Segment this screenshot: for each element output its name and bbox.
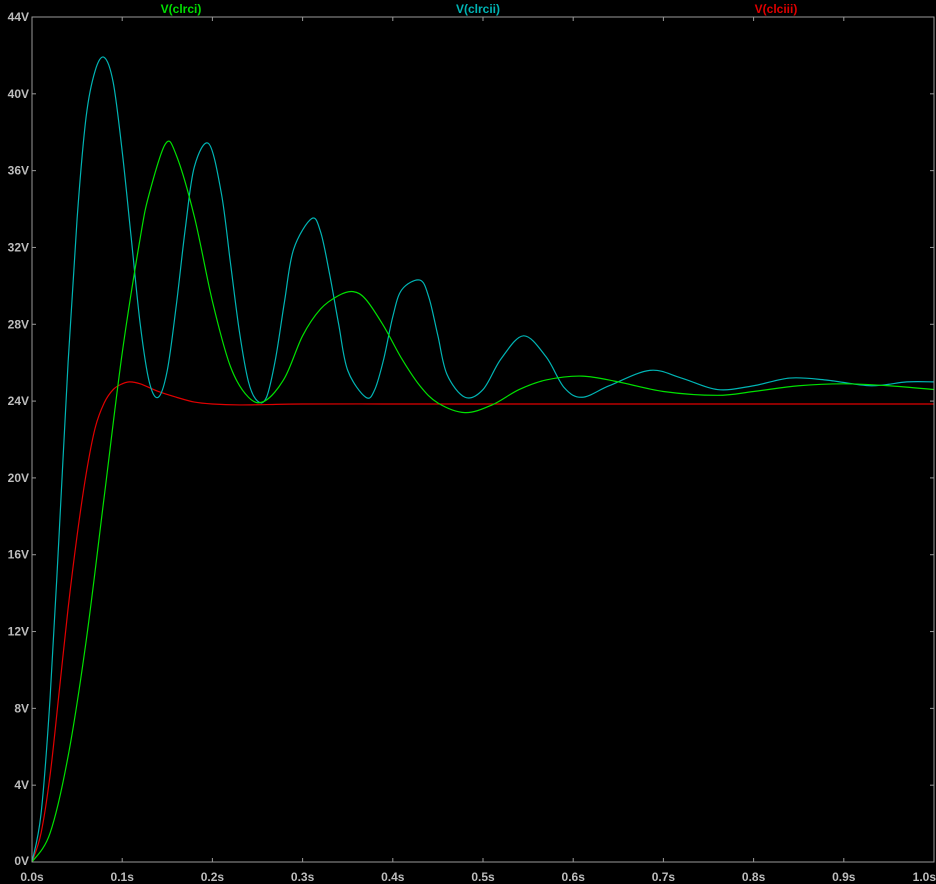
y-tick-label: 12V [8,625,29,639]
x-tick-label: 0.4s [381,870,405,884]
trace-vclrcii [31,56,935,863]
y-tick-label: 44V [8,10,29,24]
y-tick-label: 4V [14,778,29,792]
y-tick-label: 32V [8,240,29,254]
x-tick-label: 0.1s [111,870,135,884]
x-axis: 0.0s 0.1s 0.2s 0.3s 0.4s 0.5s 0.6s 0.7s 0.8s 0.9s… [20,17,936,884]
y-tick-label: 40V [8,87,29,101]
x-tick-label: 0.9s [832,870,856,884]
y-tick-label: 8V [14,701,29,715]
x-tick-label: 1.0s [913,870,936,884]
y-tick-label: 0V [14,854,29,868]
trace-vclciii [31,381,935,863]
x-tick-label: 0.7s [652,870,676,884]
y-tick-label: 20V [8,471,29,485]
x-tick-label: 0.0s [20,870,44,884]
y-tick-label: 36V [8,164,29,178]
x-tick-label: 0.3s [291,870,315,884]
x-tick-label: 0.6s [562,870,586,884]
trace-vclrci [31,140,935,863]
y-axis: 0V 4V 8V 12V 16V 20V 24V 28V 32V 36V 40V 44V [8,10,934,868]
legend-item-vclrci[interactable]: V(clrci) [161,2,202,16]
y-tick-label: 24V [8,394,29,408]
legend: V(clrci) V(clrcii) V(clciii) [161,2,798,16]
x-tick-label: 0.2s [201,870,225,884]
legend-item-vclciii[interactable]: V(clciii) [755,2,798,16]
y-tick-label: 16V [8,548,29,562]
x-tick-label: 0.5s [471,870,495,884]
x-tick-label: 0.8s [742,870,766,884]
trace-group [31,56,935,863]
y-tick-label: 28V [8,317,29,331]
legend-item-vclrcii[interactable]: V(clrcii) [456,2,500,16]
